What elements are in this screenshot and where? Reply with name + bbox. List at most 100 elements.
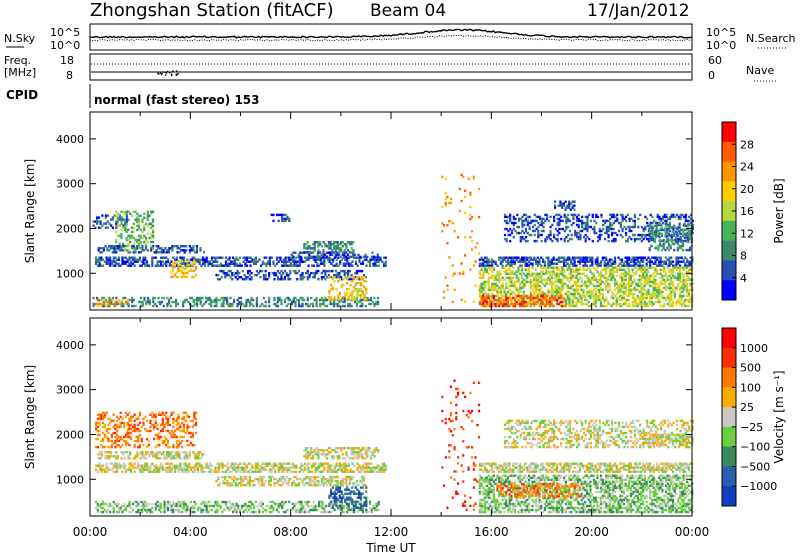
- range-gate-cell: [322, 269, 325, 273]
- range-gate-cell: [524, 239, 528, 243]
- range-gate-cell: [659, 222, 662, 226]
- range-gate-cell: [615, 296, 618, 300]
- range-gate-cell: [568, 300, 571, 304]
- range-gate-cell: [128, 264, 131, 267]
- range-gate-cell: [546, 213, 549, 217]
- range-gate-cell: [329, 241, 332, 244]
- range-gate-cell: [563, 237, 566, 241]
- range-gate-cell: [268, 298, 271, 302]
- range-gate-cell: [608, 258, 611, 261]
- range-gate-cell: [680, 246, 683, 250]
- range-gate-cell: [125, 220, 129, 223]
- range-gate-cell: [645, 292, 648, 296]
- range-gate-cell: [162, 249, 165, 252]
- range-gate-cell: [487, 304, 490, 308]
- colorbar-tick-label: 24: [740, 161, 754, 174]
- range-gate-cell: [308, 251, 311, 254]
- range-gate-cell: [556, 217, 559, 221]
- range-gate-cell: [127, 251, 130, 254]
- range-gate-cell: [568, 264, 571, 267]
- range-gate-cell: [367, 464, 370, 467]
- range-gate-cell: [577, 225, 580, 229]
- range-gate-cell: [115, 226, 118, 229]
- range-gate-cell: [633, 300, 636, 304]
- range-gate-cell: [485, 264, 488, 267]
- y-tick-label: 2000: [56, 222, 84, 235]
- range-gate-cell: [248, 269, 251, 273]
- range-gate-cell: [139, 304, 143, 308]
- range-gate-cell: [549, 280, 552, 284]
- range-gate-cell: [679, 292, 682, 296]
- range-gate-cell: [642, 298, 645, 302]
- range-gate-cell: [302, 468, 305, 471]
- range-gate-cell: [508, 262, 511, 265]
- range-gate-cell: [312, 247, 315, 250]
- range-gate-cell: [224, 298, 227, 302]
- range-gate-cell: [519, 296, 522, 300]
- range-gate-cell: [654, 221, 658, 225]
- range-gate-cell: [322, 255, 325, 259]
- range-gate-cell: [341, 253, 344, 257]
- range-gate-cell: [522, 258, 525, 261]
- range-gate-cell: [549, 302, 552, 306]
- range-gate-cell: [330, 470, 333, 473]
- range-gate-cell: [250, 278, 253, 281]
- range-gate-cell: [687, 298, 690, 302]
- range-gate-cell: [496, 302, 499, 306]
- range-gate-cell: [136, 245, 139, 248]
- range-gate-cell: [464, 189, 467, 193]
- range-gate-cell: [559, 200, 562, 203]
- range-gate-cell: [531, 264, 534, 267]
- range-gate-cell: [598, 294, 601, 298]
- range-gate-cell: [545, 300, 548, 304]
- range-gate-cell: [112, 470, 115, 473]
- range-gate-cell: [358, 464, 361, 467]
- range-gate-cell: [636, 268, 639, 272]
- range-gate-cell: [371, 255, 374, 259]
- range-gate-cell: [204, 300, 208, 304]
- range-gate-cell: [633, 221, 636, 225]
- range-gate-cell: [689, 284, 692, 288]
- range-gate-cell: [570, 278, 573, 282]
- range-gate-cell: [585, 284, 589, 288]
- range-gate-cell: [363, 298, 366, 301]
- range-gate-cell: [203, 466, 207, 469]
- range-gate-cell: [633, 278, 636, 282]
- range-gate-cell: [689, 230, 692, 234]
- range-gate-cell: [652, 292, 655, 296]
- range-gate-cell: [499, 302, 503, 306]
- range-gate-cell: [344, 276, 347, 279]
- range-gate-cell: [147, 466, 150, 469]
- range-gate-cell: [247, 256, 250, 259]
- range-gate-cell: [535, 300, 538, 304]
- range-gate-cell: [300, 260, 303, 263]
- range-gate-cell: [215, 273, 218, 277]
- range-gate-cell: [588, 213, 591, 217]
- range-gate-cell: [594, 296, 597, 300]
- range-gate-cell: [649, 276, 652, 280]
- range-gate-cell: [107, 258, 110, 261]
- range-gate-cell: [154, 466, 157, 469]
- range-gate-cell: [268, 470, 271, 473]
- range-gate-cell: [145, 466, 149, 469]
- range-gate-cell: [177, 269, 180, 273]
- range-gate-cell: [622, 278, 625, 282]
- range-gate-cell: [448, 201, 451, 205]
- range-gate-cell: [512, 284, 515, 288]
- range-gate-cell: [605, 268, 608, 272]
- range-gate-cell: [589, 225, 593, 229]
- range-gate-cell: [324, 296, 327, 300]
- range-gate-cell: [288, 462, 291, 465]
- range-gate-cell: [593, 225, 596, 229]
- range-gate-cell: [561, 260, 564, 263]
- range-gate-cell: [508, 284, 511, 288]
- range-gate-cell: [372, 470, 375, 473]
- range-gate-cell: [336, 241, 339, 244]
- range-gate-cell: [594, 284, 597, 288]
- range-gate-cell: [147, 470, 150, 473]
- range-gate-cell: [643, 296, 646, 300]
- range-gate-cell: [573, 264, 576, 267]
- range-gate-cell: [501, 260, 504, 263]
- range-gate-cell: [649, 213, 652, 217]
- range-gate-cell: [623, 225, 626, 229]
